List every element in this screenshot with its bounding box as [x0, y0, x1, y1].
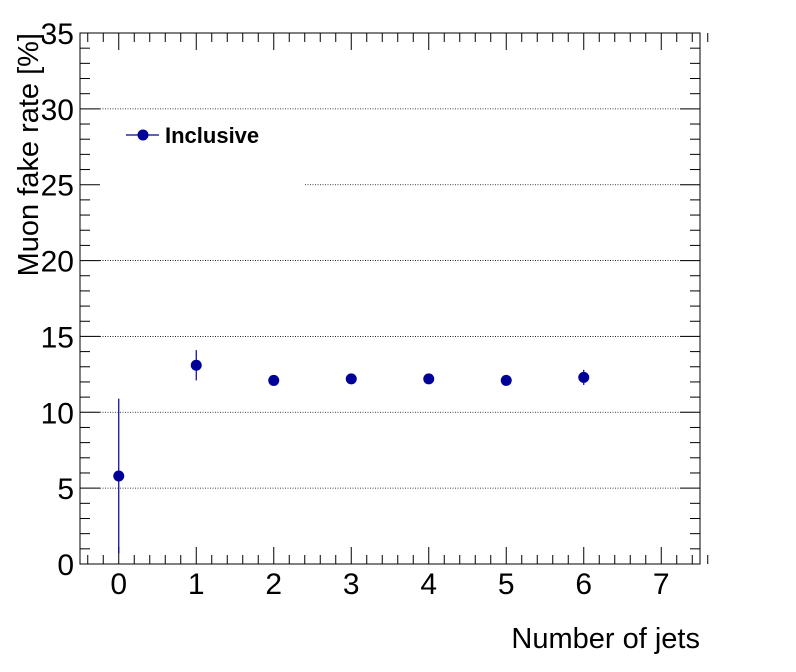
legend: Inclusive	[80, 110, 305, 190]
x-tick-label-3: 3	[343, 568, 360, 601]
plot-frame	[79, 32, 701, 565]
data-point-1	[190, 359, 202, 371]
x-tick-label-4: 4	[420, 568, 437, 601]
data-point-0	[113, 470, 125, 482]
y-tick-label-15: 15	[41, 321, 74, 354]
y-tick-label-5: 5	[57, 473, 74, 506]
axis-ticks	[80, 32, 709, 565]
x-tick-labels: 0 1 2 3 4 5 6 7	[110, 568, 669, 601]
x-tick-label-1: 1	[188, 568, 205, 601]
data-point-2	[268, 374, 280, 386]
data-point-3	[345, 373, 357, 385]
x-axis-title: Number of jets	[511, 623, 700, 655]
x-tick-label-2: 2	[265, 568, 282, 601]
legend-entry-inclusive: Inclusive	[165, 123, 259, 148]
data-points	[113, 350, 590, 554]
x-tick-label-7: 7	[653, 568, 670, 601]
y-tick-label-20: 20	[41, 246, 74, 279]
legend-background	[80, 110, 305, 190]
data-point-6	[578, 371, 590, 383]
data-point-4	[423, 373, 435, 385]
x-tick-label-6: 6	[575, 568, 592, 601]
data-point-5	[500, 374, 512, 386]
y-tick-label-30: 30	[41, 94, 74, 127]
y-axis-title: Muon fake rate [%]	[13, 33, 45, 276]
y-tick-labels: 0 5 10 15 20 25 30 35	[41, 18, 74, 582]
y-tick-label-35: 35	[41, 18, 74, 51]
x-tick-label-5: 5	[498, 568, 515, 601]
y-tick-label-10: 10	[41, 397, 74, 430]
legend-marker	[137, 129, 149, 141]
y-tick-label-0: 0	[57, 549, 74, 582]
y-tick-label-25: 25	[41, 170, 74, 203]
x-tick-label-0: 0	[110, 568, 127, 601]
grid	[80, 108, 700, 489]
